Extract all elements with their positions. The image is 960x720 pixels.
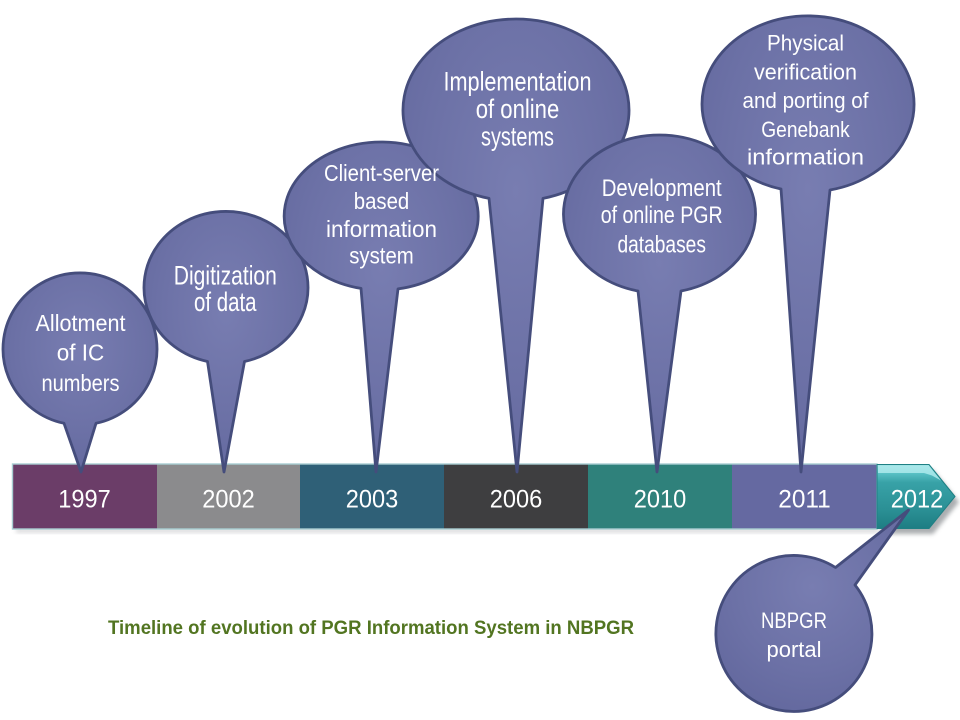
svg-text:Implementation: Implementation xyxy=(444,67,592,97)
svg-text:Client-server: Client-server xyxy=(324,160,439,186)
svg-text:of data: of data xyxy=(194,287,257,317)
svg-text:based: based xyxy=(354,188,410,214)
svg-text:and porting of: and porting of xyxy=(743,88,870,113)
svg-text:systems: systems xyxy=(481,122,554,152)
svg-text:2006: 2006 xyxy=(490,486,543,514)
svg-text:Physical: Physical xyxy=(767,31,844,56)
svg-text:Allotment: Allotment xyxy=(36,310,127,336)
svg-text:2011: 2011 xyxy=(778,486,831,514)
svg-text:Genebank: Genebank xyxy=(761,117,850,142)
svg-text:2012: 2012 xyxy=(891,486,944,514)
svg-text:2003: 2003 xyxy=(346,486,399,514)
svg-text:2010: 2010 xyxy=(634,486,687,514)
svg-text:1997: 1997 xyxy=(58,486,111,514)
svg-text:databases: databases xyxy=(617,232,706,259)
svg-text:NBPGR: NBPGR xyxy=(761,608,827,633)
svg-text:portal: portal xyxy=(767,637,822,662)
svg-text:Development: Development xyxy=(602,175,722,202)
svg-text:numbers: numbers xyxy=(42,370,120,396)
svg-text:verification: verification xyxy=(754,60,857,85)
svg-text:Timeline of evolution of PGR I: Timeline of evolution of PGR Information… xyxy=(108,617,634,639)
svg-text:2002: 2002 xyxy=(202,486,255,514)
svg-text:of online PGR: of online PGR xyxy=(601,202,723,229)
svg-text:of IC: of IC xyxy=(57,340,105,366)
svg-text:Digitization: Digitization xyxy=(174,261,277,291)
svg-text:of online: of online xyxy=(476,94,560,124)
svg-text:system: system xyxy=(349,243,414,269)
svg-text:information: information xyxy=(747,145,864,170)
svg-text:information: information xyxy=(326,216,437,242)
